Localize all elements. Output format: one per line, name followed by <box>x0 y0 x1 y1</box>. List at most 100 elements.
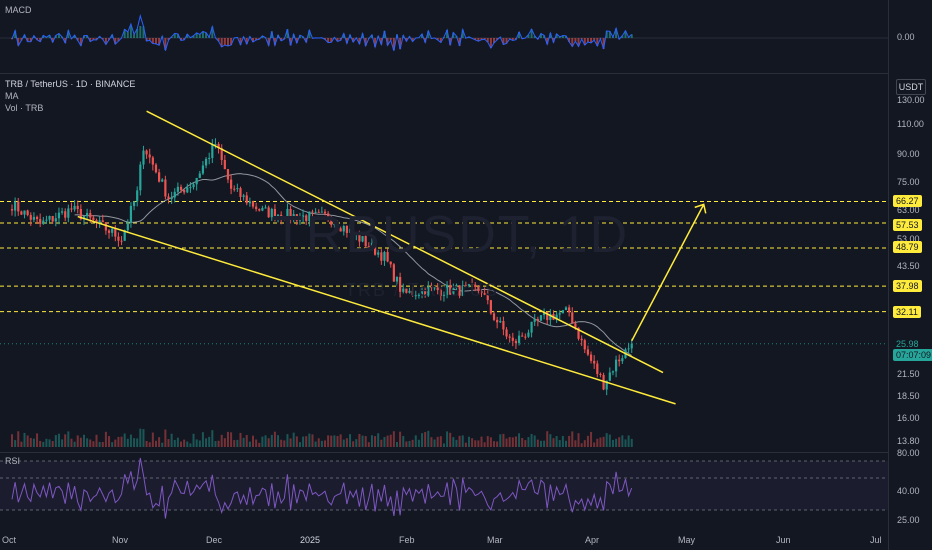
countdown-tag: 07:07:09 <box>893 349 932 361</box>
macd-histogram-bar <box>533 35 536 38</box>
volume-bar <box>552 438 555 447</box>
macd-histogram-bar <box>211 26 214 38</box>
macd-histogram-bar <box>427 30 430 38</box>
volume-bar <box>64 434 67 447</box>
currency-button[interactable]: USDT <box>896 79 926 95</box>
volume-bar <box>32 438 35 447</box>
candle-body <box>330 219 333 225</box>
macd-histogram-bar <box>158 38 161 46</box>
volume-bar <box>292 432 295 447</box>
symbol-title[interactable]: TRB / TetherUS · 1D · BINANCE <box>5 79 136 89</box>
volume-bar <box>95 434 98 447</box>
macd-histogram-bar <box>148 38 151 41</box>
macd-histogram-bar <box>26 38 29 42</box>
macd-histogram-bar <box>467 36 470 38</box>
macd-line <box>11 13 633 51</box>
macd-histogram-bar <box>449 38 452 46</box>
macd-histogram-bar <box>505 38 508 44</box>
volume-bar <box>405 441 408 447</box>
candle-body <box>29 215 32 220</box>
macd-histogram-bar <box>615 28 618 38</box>
candle-body <box>489 300 492 314</box>
volume-bar <box>211 430 214 447</box>
volume-bar <box>336 436 339 447</box>
macd-histogram-bar <box>308 30 311 38</box>
candle-body <box>377 252 380 255</box>
macd-histogram-bar <box>474 38 477 40</box>
volume-bar <box>61 439 64 447</box>
y-tick: 18.50 <box>897 391 920 401</box>
candle-body <box>621 358 624 362</box>
candle-body <box>533 319 536 322</box>
volume-bar <box>208 436 211 447</box>
volume-bar <box>154 440 157 447</box>
macd-histogram-bar <box>89 38 92 42</box>
candle-body <box>408 290 411 293</box>
macd-histogram-bar <box>114 38 117 45</box>
candle-body <box>395 277 399 282</box>
candle-body <box>57 212 61 219</box>
macd-label[interactable]: MACD <box>5 5 32 15</box>
macd-histogram-bar <box>298 35 301 38</box>
candle-body <box>54 218 57 222</box>
volume-indicator-label[interactable]: Vol · TRB <box>5 103 44 113</box>
candle-body <box>508 336 511 338</box>
candle-body <box>142 150 145 165</box>
candle-body <box>467 284 471 286</box>
candle-body <box>45 219 48 221</box>
volume-bar <box>536 439 539 447</box>
candle-body <box>599 373 602 375</box>
candle-body <box>445 285 449 295</box>
macd-histogram-bar <box>421 34 424 38</box>
x-tick: Dec <box>206 535 223 545</box>
ma-indicator-label[interactable]: MA <box>5 91 19 101</box>
volume-bar <box>483 442 486 447</box>
volume-bar <box>217 440 220 447</box>
volume-bar <box>330 435 333 447</box>
candle-body <box>76 205 79 210</box>
volume-bar <box>48 439 51 447</box>
x-tick: Feb <box>399 535 415 545</box>
volume-bar <box>267 438 270 447</box>
y-tick: 110.00 <box>897 119 924 129</box>
macd-histogram-bar <box>151 38 154 44</box>
volume-bar <box>308 433 311 447</box>
volume-bar <box>524 440 527 447</box>
macd-histogram-bar <box>79 38 82 46</box>
candle-body <box>439 290 442 296</box>
volume-bar <box>92 441 95 447</box>
macd-histogram-bar <box>383 30 386 38</box>
candle-body <box>114 228 117 237</box>
price-axis[interactable] <box>888 0 932 550</box>
candle-body <box>201 165 205 174</box>
volume-bar <box>342 439 345 447</box>
macd-histogram-bar <box>223 38 226 45</box>
candle-body <box>593 360 596 364</box>
candle-body <box>355 233 358 235</box>
macd-histogram-bar <box>493 38 496 44</box>
volume-bar <box>70 438 73 447</box>
volume-bar <box>349 434 352 447</box>
volume-bar <box>145 440 148 447</box>
volume-bar <box>220 434 223 447</box>
volume-bar <box>574 440 577 447</box>
volume-bar <box>621 435 624 447</box>
macd-histogram-bar <box>142 26 145 38</box>
candle-body <box>298 217 302 221</box>
y-tick: 16.00 <box>897 413 920 423</box>
y-tick: 63.00 <box>897 205 920 215</box>
candle-body <box>283 218 286 220</box>
rsi-label[interactable]: RSI <box>5 456 21 466</box>
candle-body <box>136 190 139 202</box>
macd-histogram-bar <box>42 35 45 38</box>
volume-bar <box>36 433 39 447</box>
volume-bar <box>502 433 505 447</box>
candle-body <box>35 216 39 220</box>
volume-bar <box>608 434 611 447</box>
volume-bar <box>248 441 251 447</box>
candle-body <box>358 233 361 242</box>
volume-bar <box>239 432 242 447</box>
volume-bar <box>370 435 373 447</box>
macd-histogram-bar <box>54 35 57 38</box>
